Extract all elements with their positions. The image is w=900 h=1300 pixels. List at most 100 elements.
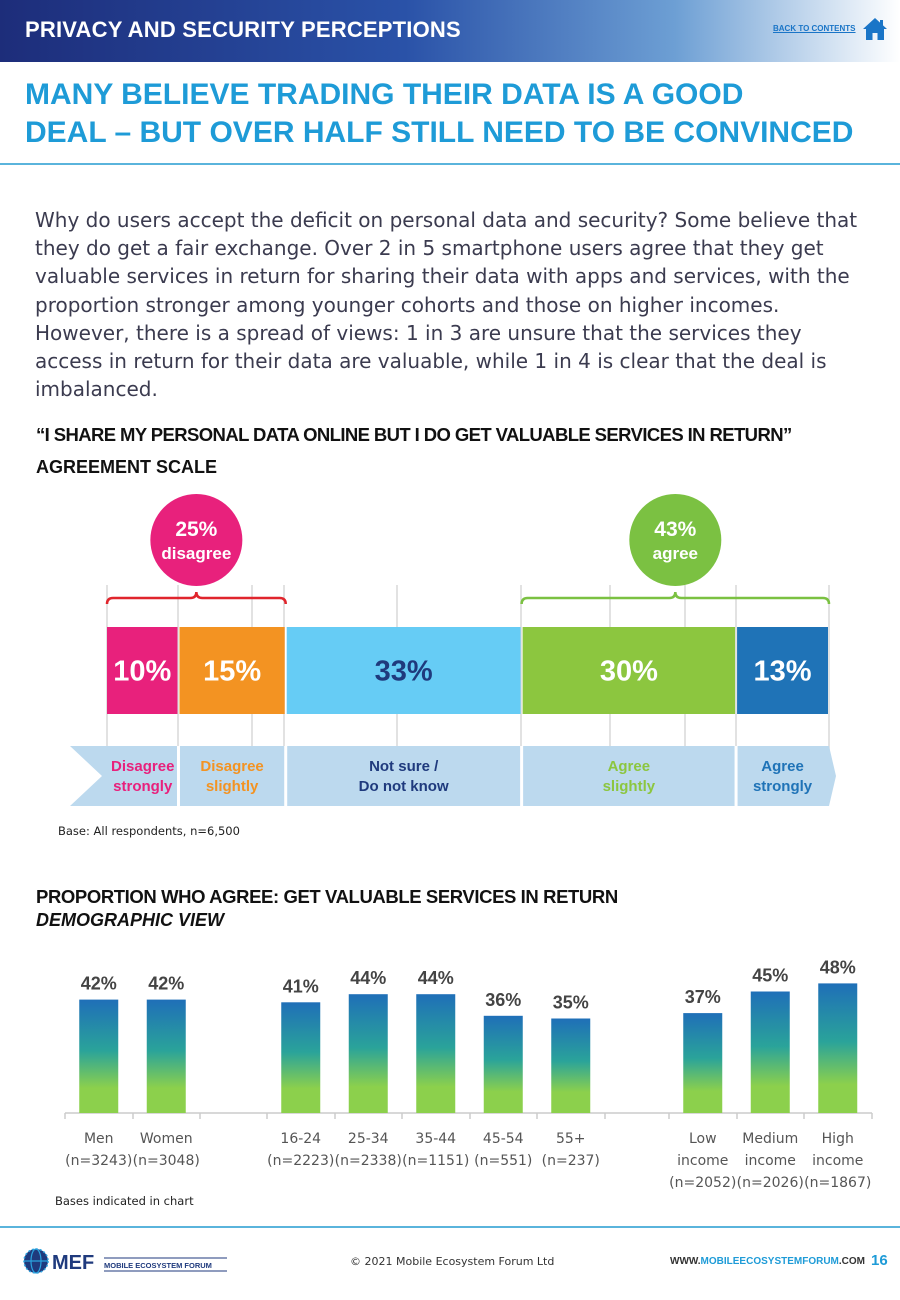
category-label-2-1: Do not know [359,778,449,795]
demo-value-label-1-4: 35% [553,993,589,1013]
demo-tick-label-1-1-0: 25-34 [348,1131,389,1147]
group-bubble-1 [629,494,722,586]
segment-label-3: 30% [600,656,658,688]
base-note-respondents: Base: All respondents, n=6,500 [58,824,240,838]
segment-label-1: 15% [203,656,261,688]
quote-chart-title: “I SHARE MY PERSONAL DATA ONLINE BUT I D… [36,424,792,445]
segment-label-0: 10% [113,656,171,688]
demo-tick-label-1-1-1: (n=2338) [335,1153,402,1169]
agreement-stacked-bar-chart: 10% 15% 33% 30% 13% Disagree strongly Disagree s… [70,494,836,806]
home-icon[interactable] [862,16,888,42]
page-number: 16 [871,1252,888,1269]
logo-subtext: MOBILE ECOSYSTEM FORUM [104,1261,212,1270]
demo-bar-1-1 [348,994,388,1113]
demo-tick-label-0-1-1: (n=3048) [133,1153,200,1169]
headline-divider [0,163,900,165]
demo-tick-label-1-3-1: (n=551) [474,1153,532,1169]
demographic-bar-chart: 42% Men (n=3243) 42% Women (n=3048) 41% 16-24 (n… [64,957,873,1191]
demo-tick-label-2-0-0: Low [689,1131,717,1147]
demo-value-label-2-2: 48% [820,957,856,977]
group-brace-0 [105,591,287,605]
demo-value-label-0-1: 42% [148,974,184,994]
headline-line-2: DEAL – BUT OVER HALF STILL NEED TO BE CO… [25,116,854,149]
demo-tick-label-2-0-2: (n=2052) [669,1175,736,1191]
demo-tick-label-0-0-1: (n=3243) [65,1153,132,1169]
segment-label-2: 33% [375,656,433,688]
demo-tick-label-1-0-0: 16-24 [280,1131,321,1147]
base-note-chart: Bases indicated in chart [55,1194,194,1208]
website-prefix: WWW. [670,1256,701,1267]
segment-bar-4 [737,627,828,714]
category-label-3-0: Agree [608,758,651,775]
group-bubble-value-1: 43% [654,518,696,541]
segment-bar-3 [522,627,736,714]
category-label-1-1: slightly [206,778,259,795]
logo-wordmark: MEF [52,1252,94,1274]
segment-bar-1 [179,627,285,714]
demo-bar-1-2 [416,994,456,1113]
demo-bar-2-0 [683,1013,723,1113]
agreement-scale-subtitle: AGREEMENT SCALE [36,457,218,477]
section-title: PRIVACY AND SECURITY PERCEPTIONS [25,17,461,42]
demo-value-label-1-1: 44% [350,968,386,988]
segment-bar-2 [286,627,521,714]
demographic-chart-title: PROPORTION WHO AGREE: GET VALUABLE SERVI… [36,886,618,907]
demo-bar-1-0 [281,1002,321,1113]
copyright-text: © 2021 Mobile Ecosystem Forum Ltd [350,1255,555,1268]
demo-tick-label-2-1-1: income [745,1153,796,1169]
group-bubble-label-0: disagree [161,544,231,563]
category-label-4-1: strongly [753,778,813,795]
website-suffix: .COM [838,1256,865,1267]
category-label-3-1: slightly [603,778,656,795]
demo-value-label-2-0: 37% [685,987,721,1007]
demo-value-label-2-1: 45% [752,966,788,986]
demo-bar-1-3 [483,1015,523,1113]
demo-value-label-0-0: 42% [81,974,117,994]
category-label-4-0: Agree [761,758,804,775]
footer-divider [0,1226,900,1228]
group-bubble-label-1: agree [653,544,698,563]
demo-tick-label-1-4-0: 55+ [556,1131,586,1147]
demo-tick-label-2-1-2: (n=2026) [737,1175,804,1191]
mef-logo: MEF MOBILE ECOSYSTEM FORUM [23,1248,227,1274]
category-band [70,746,836,806]
group-bubble-0 [150,494,243,586]
website-domain: MOBILEECOSYSTEMFORUM [700,1256,839,1267]
header-bar [0,0,900,62]
demo-tick-label-2-2-1: income [812,1153,863,1169]
demo-value-label-1-0: 41% [283,976,319,996]
demo-bar-2-2 [818,983,858,1113]
group-brace-1 [520,591,831,605]
demo-tick-label-2-0-1: income [677,1153,728,1169]
demo-bar-1-4 [551,1018,591,1113]
demo-tick-label-1-2-0: 35-44 [415,1131,456,1147]
intro-paragraph: Why do users accept the deficit on perso… [35,208,858,402]
demo-tick-label-2-2-2: (n=1867) [804,1175,871,1191]
demo-tick-label-1-2-1: (n=1151) [402,1153,469,1169]
segment-bar-0 [107,627,178,714]
category-label-0-1: strongly [113,778,173,795]
demographic-chart-subtitle: DEMOGRAPHIC VIEW [36,910,225,930]
demo-tick-label-1-4-1: (n=237) [542,1153,600,1169]
globe-icon [23,1248,49,1274]
category-label-1-0: Disagree [200,758,263,775]
demo-tick-label-0-0-0: Men [84,1131,114,1147]
demo-tick-label-1-3-0: 45-54 [483,1131,524,1147]
demo-bar-0-0 [79,999,119,1113]
demo-bar-2-1 [750,991,790,1113]
website-link[interactable]: WWW.MOBILEECOSYSTEMFORUM.COM [670,1256,865,1267]
demo-value-label-1-2: 44% [418,968,454,988]
group-bubble-value-0: 25% [175,518,217,541]
demo-bar-0-1 [146,999,186,1113]
back-to-contents-link[interactable]: BACK TO CONTENTS [773,24,856,33]
demo-value-label-1-3: 36% [485,990,521,1010]
headline-line-1: MANY BELIEVE TRADING THEIR DATA IS A GOO… [25,78,744,111]
demo-tick-label-2-2-0: High [822,1131,854,1147]
page-headline: MANY BELIEVE TRADING THEIR DATA IS A GOO… [25,76,885,152]
demo-tick-label-1-0-1: (n=2223) [267,1153,334,1169]
category-label-2-0: Not sure / [369,758,439,775]
category-label-0-0: Disagree [111,758,174,775]
segment-label-4: 13% [754,656,812,688]
demo-tick-label-2-1-0: Medium [742,1131,798,1147]
demo-tick-label-0-1-0: Women [140,1131,193,1147]
